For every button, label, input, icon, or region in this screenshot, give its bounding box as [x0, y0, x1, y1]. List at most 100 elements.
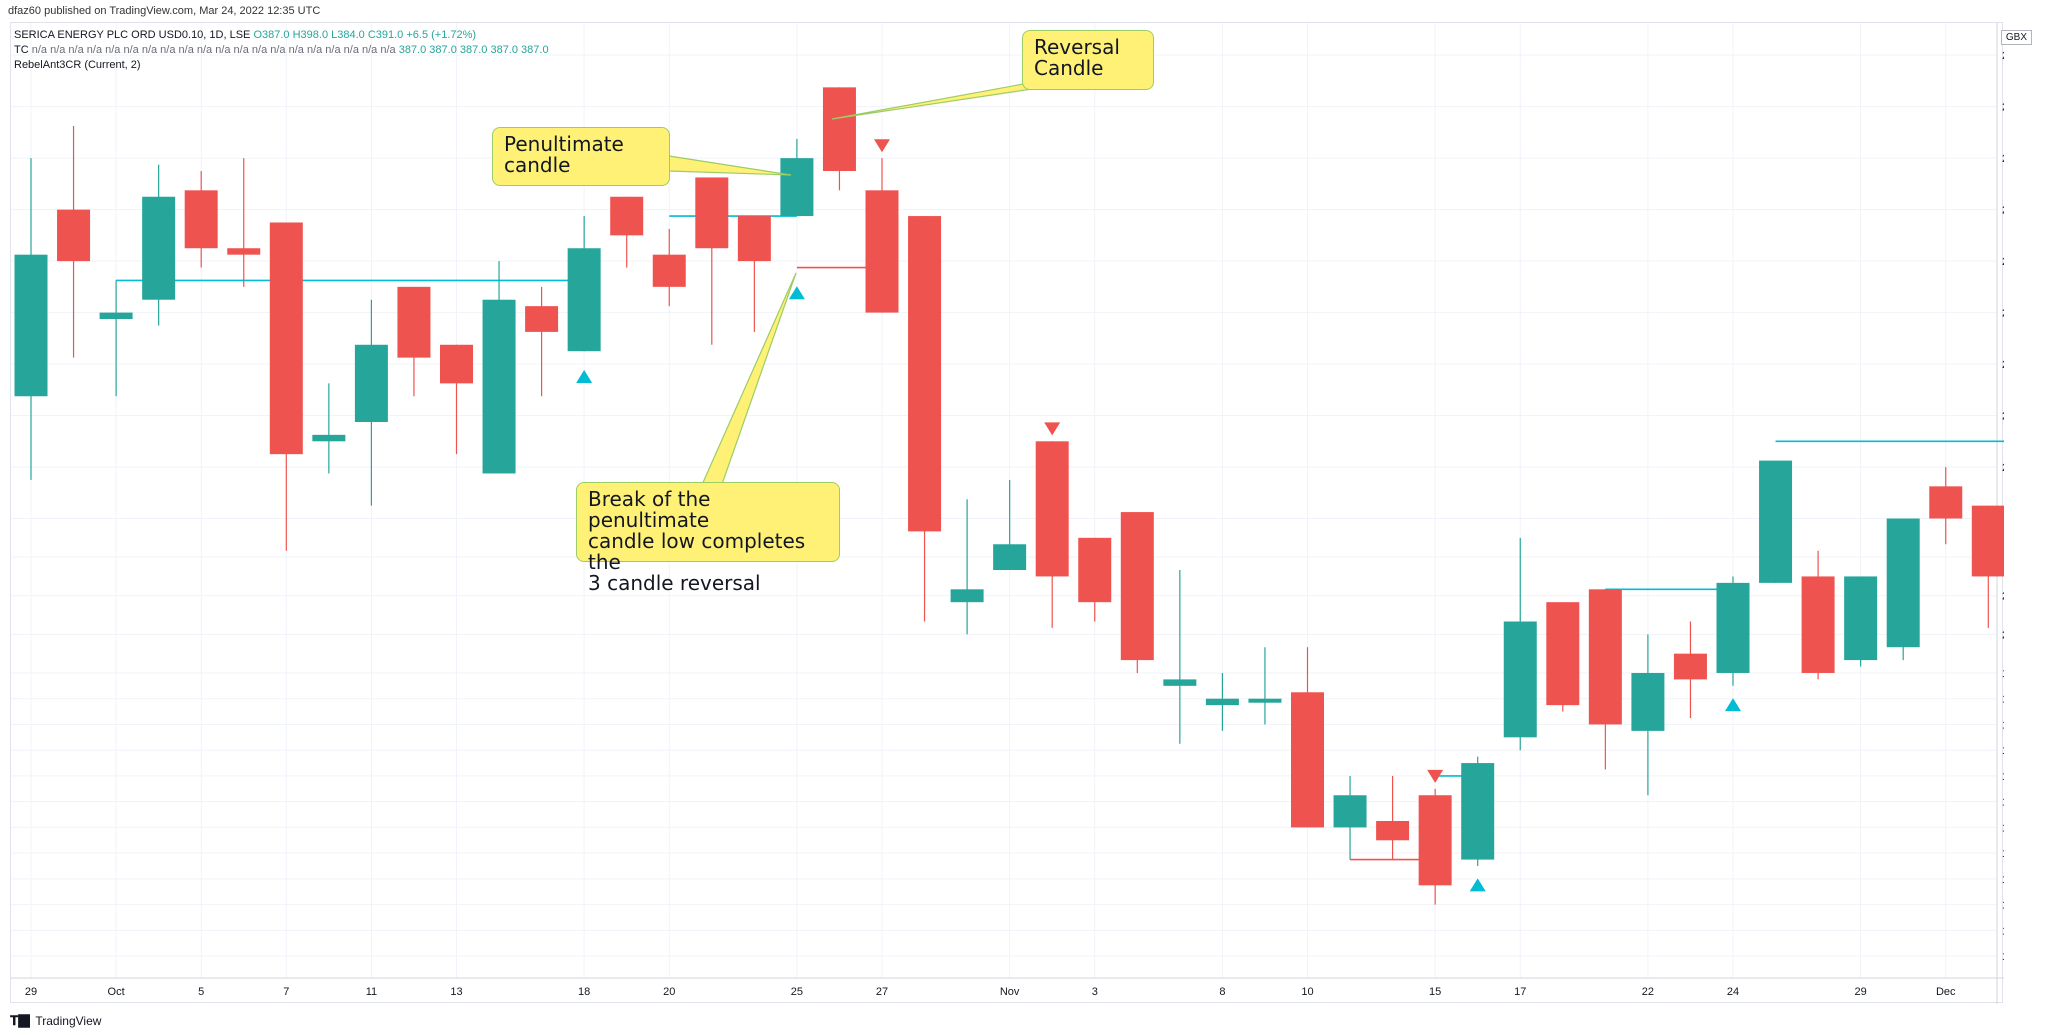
candle-body: [1546, 602, 1580, 706]
candle-body: [397, 286, 431, 358]
candle-body: [1333, 795, 1367, 828]
y-tick-label: 189.5: [2002, 797, 2004, 809]
candle-body: [950, 589, 984, 603]
y-tick-label: 243.5: [2002, 102, 2004, 114]
legend-symbol-row: SERICA ENERGY PLC ORD USD0.10, 1D, LSE O…: [14, 28, 549, 43]
candle-body: [1886, 518, 1920, 648]
y-tick-label: 202.5: [2002, 629, 2004, 641]
candle-body: [822, 87, 856, 172]
indicator-tc-values: n/a n/a n/a n/a n/a n/a n/a n/a n/a n/a …: [31, 44, 396, 56]
candle-body: [1205, 698, 1239, 706]
candle-body: [1673, 653, 1707, 680]
x-tick-label: 22: [1642, 986, 1654, 998]
currency-badge[interactable]: GBX: [2000, 30, 2032, 45]
y-tick-label: 187.5: [2002, 822, 2004, 834]
candle-body: [695, 177, 729, 249]
x-tick-label: Oct: [108, 986, 125, 998]
y-tick-label: 235.5: [2002, 205, 2004, 217]
candle-body: [1716, 582, 1750, 673]
tradingview-logo-icon: 𝐓▉: [10, 1013, 32, 1028]
candle-body: [1291, 692, 1324, 828]
candle-body: [865, 190, 899, 313]
y-tick-label: 181.5: [2002, 900, 2004, 912]
candle-body: [269, 222, 303, 455]
candle-body: [1588, 589, 1622, 725]
x-tick-label: 17: [1514, 986, 1526, 998]
footer-branding[interactable]: 𝐓▉ TradingView: [10, 1013, 101, 1029]
y-tick-label: 219.5: [2002, 411, 2004, 423]
reversal-pointer: [831, 82, 1046, 120]
y-tick-label: 193.5: [2002, 745, 2004, 757]
candle-body: [1844, 576, 1878, 661]
candle-body: [1971, 505, 2004, 577]
y-tick-label: 205.5: [2002, 591, 2004, 603]
y-tick-label: 227.5: [2002, 308, 2004, 320]
candle-body: [1503, 621, 1537, 738]
candle-body: [440, 344, 473, 384]
candle-body: [908, 216, 942, 532]
candle-body: [1801, 576, 1835, 673]
candle-body: [482, 299, 516, 474]
y-tick-label: 185.5: [2002, 848, 2004, 860]
price-chart[interactable]: 177.5 179.5 181.5 183.5 185.5 187.5 189.5 191.5…: [11, 23, 2004, 1004]
chart-frame: 177.5 179.5 181.5 183.5 185.5 187.5 189.5 191.5…: [10, 22, 2004, 1004]
x-tick-label: 15: [1429, 986, 1441, 998]
candle-body: [57, 209, 91, 262]
y-tick-label: 223.5: [2002, 359, 2004, 371]
y-tick-label: 199.5: [2002, 668, 2004, 680]
marker-up-triangle: [1725, 698, 1741, 712]
candle-body: [525, 306, 559, 332]
reversal-candle-note: Reversal Candle: [1022, 30, 1154, 90]
y-tick-label: 239.5: [2002, 153, 2004, 165]
candle-body: [737, 216, 771, 262]
candle-body: [184, 190, 218, 249]
candle-body: [312, 434, 346, 442]
x-tick-label: 29: [1855, 986, 1867, 998]
candle-body: [354, 344, 388, 422]
marker-up-triangle: [1469, 878, 1486, 892]
marker-down-triangle: [1427, 769, 1444, 783]
legend-indicator-tc: TC n/a n/a n/a n/a n/a n/a n/a n/a n/a n…: [14, 43, 549, 58]
candle-body: [780, 158, 814, 217]
candle-body: [14, 254, 48, 397]
penultimate-candle-note: Penultimate candle: [492, 127, 670, 186]
marker-down-triangle: [1044, 422, 1061, 436]
published-info: dfaz60 published on TradingView.com, Mar…: [8, 5, 321, 17]
break-pointer: [700, 272, 797, 488]
x-tick-label: 10: [1301, 986, 1313, 998]
marker-up-triangle: [576, 369, 593, 383]
tradingview-brand: TradingView: [35, 1014, 102, 1028]
x-tick-label: 8: [1219, 986, 1225, 998]
x-tick-label: Dec: [1936, 986, 1956, 998]
candle-body: [567, 248, 601, 352]
x-tick-label: 29: [25, 986, 37, 998]
candle-body: [993, 544, 1027, 571]
candle-body: [1929, 486, 1963, 519]
indicator-tc-nums: 387.0 387.0 387.0 387.0 387.0: [398, 44, 549, 56]
y-tick-label: 191.5: [2002, 771, 2004, 783]
candle-body: [1248, 698, 1282, 703]
candle-body: [1120, 512, 1154, 661]
x-tick-label: 7: [283, 986, 289, 998]
x-tick-label: 25: [791, 986, 803, 998]
ohlc-values: O387.0 H398.0 L384.0 C391.0 +6.5 (+1.72%…: [253, 29, 477, 41]
y-tick-label: 197.5: [2002, 694, 2004, 706]
marker-up-triangle: [788, 286, 805, 300]
marker-down-triangle: [874, 139, 890, 153]
candle-body: [1418, 795, 1452, 886]
candle-body: [1035, 441, 1069, 577]
penultimate-pointer: [668, 155, 792, 176]
symbol-title: SERICA ENERGY PLC ORD USD0.10, 1D, LSE: [14, 29, 251, 41]
candle-body: [1078, 537, 1112, 603]
x-tick-label: 20: [663, 986, 675, 998]
candle-body: [227, 248, 261, 255]
y-tick-label: 183.5: [2002, 874, 2004, 886]
legend: SERICA ENERGY PLC ORD USD0.10, 1D, LSE O…: [14, 28, 549, 73]
x-tick-label: 11: [366, 986, 377, 998]
x-tick-label: 27: [876, 986, 888, 998]
y-tick-label: 231.5: [2002, 256, 2004, 268]
candle-body: [142, 196, 176, 300]
candle-body: [1461, 763, 1495, 860]
candle-body: [1631, 672, 1665, 731]
candle-body: [610, 196, 644, 236]
